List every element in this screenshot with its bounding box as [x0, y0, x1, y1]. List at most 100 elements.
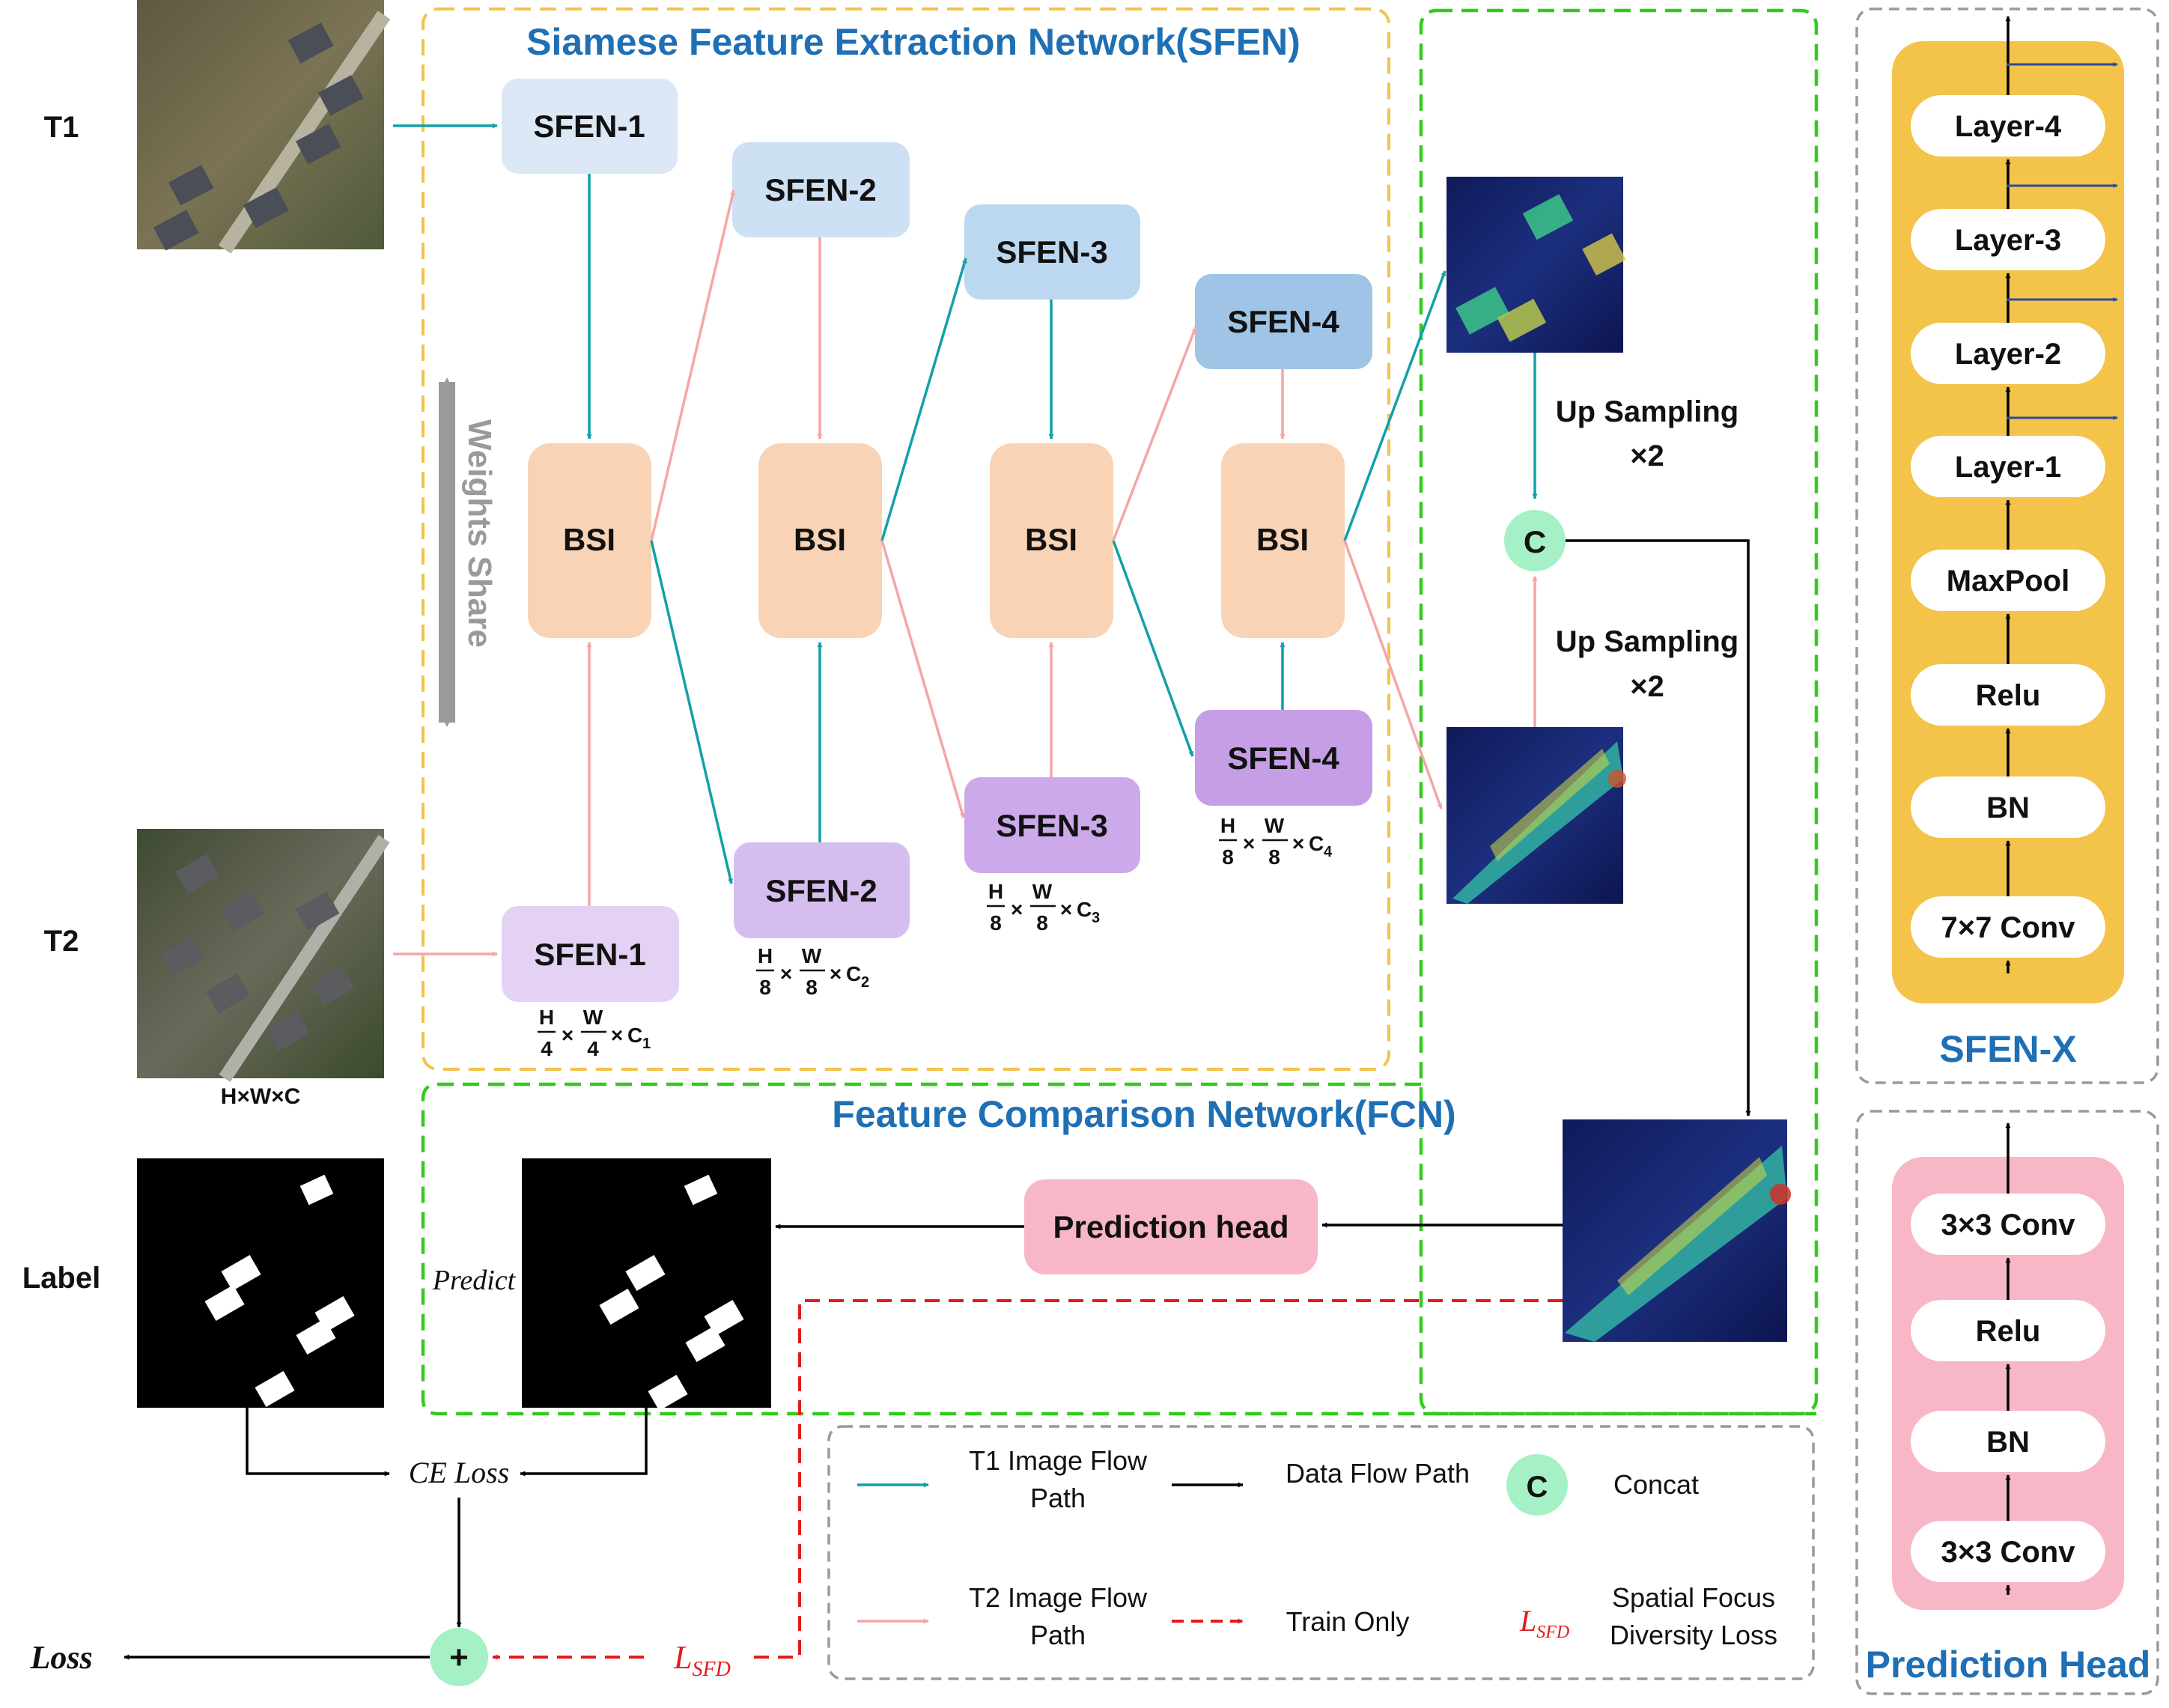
sfen-x-arrows	[2005, 16, 2118, 973]
sfen-top-1: SFEN-1	[502, 79, 678, 174]
legend-sfd-text-2: Diversity Loss	[1610, 1620, 1777, 1650]
svg-text:W: W	[1032, 880, 1053, 903]
sfen-top-4: SFEN-4	[1195, 274, 1372, 369]
layer-maxpool: MaxPool	[1911, 550, 2105, 611]
svg-text:+: +	[449, 1639, 469, 1676]
heatmap-t1	[1446, 177, 1626, 353]
prediction-head-box: Prediction head	[1024, 1179, 1318, 1274]
svg-text:C: C	[846, 962, 861, 985]
legend-train-text: Train Only	[1286, 1606, 1410, 1637]
feature-output-arrow	[2007, 416, 2118, 420]
sfen-frame	[422, 7, 1390, 1071]
sfen-bottom-4: SFEN-4	[1195, 710, 1372, 806]
legend-concat-node: C	[1506, 1454, 1568, 1516]
sfen-top-3: SFEN-3	[964, 204, 1140, 300]
legend-frame	[827, 1425, 1815, 1680]
dim-label-3: H 8 × W 8 × C 3	[987, 880, 1100, 934]
svg-text:×: ×	[830, 962, 842, 985]
svg-text:BN: BN	[1986, 791, 2030, 824]
sfen-x-title: SFEN-X	[1939, 1028, 2076, 1070]
plus-node: +	[430, 1628, 488, 1686]
bsi-3: BSI	[990, 443, 1113, 638]
bsi-4: BSI	[1221, 443, 1345, 638]
sfen-bottom-1: SFEN-1	[502, 906, 679, 1002]
svg-text:×: ×	[1243, 832, 1255, 855]
train-only-path	[749, 1299, 1563, 1659]
feature-output-arrow	[2007, 183, 2118, 188]
sfen-bottom-3: SFEN-3	[964, 777, 1140, 873]
layer-bn: BN	[1911, 1411, 2105, 1472]
dim-label-2: H 8 × W 8 × C 2	[756, 944, 869, 999]
concat-to-fused-arrow	[1566, 539, 1751, 1116]
sfen-title: Siamese Feature Extraction Network(SFEN)	[526, 21, 1301, 63]
input-dim-label: H×W×C	[221, 1084, 301, 1109]
predict-mask-image	[522, 1158, 771, 1411]
svg-text:H: H	[539, 1006, 554, 1029]
t1-flow-arrows	[393, 123, 1446, 884]
svg-text:4: 4	[587, 1037, 599, 1060]
svg-text:H: H	[988, 880, 1003, 903]
pred-head-layers: 3×3 Conv Relu BN 3×3 Conv	[1911, 1194, 2105, 1582]
svg-text:BSI: BSI	[794, 522, 846, 557]
svg-text:8: 8	[1036, 911, 1048, 934]
dim-label-1: H 4 × W 4 × C 1	[538, 1006, 651, 1060]
heatmap-t2	[1446, 727, 1626, 904]
fcn-frame-bottom	[421, 1082, 1816, 1416]
ce-loss-label: CE Loss	[409, 1456, 510, 1489]
loss-label: Loss	[29, 1639, 92, 1676]
svg-text:C: C	[627, 1024, 642, 1047]
svg-text:W: W	[583, 1006, 603, 1029]
legend-concat-text: Concat	[1613, 1469, 1699, 1500]
dim-label-4: H 8 × W 8 × C 4	[1219, 814, 1333, 869]
feature-output-arrow	[2007, 62, 2118, 67]
svg-text:Layer-3: Layer-3	[1955, 224, 2061, 257]
svg-text:SFEN-1: SFEN-1	[534, 937, 645, 972]
bsi-2: BSI	[758, 443, 882, 638]
svg-text:4: 4	[1324, 844, 1333, 860]
svg-text:H: H	[1220, 814, 1235, 837]
sfen-x-frame	[1855, 7, 2159, 1084]
layer-relu: Relu	[1911, 1300, 2105, 1361]
svg-text:SFEN-2: SFEN-2	[764, 172, 876, 207]
svg-text:SFEN-1: SFEN-1	[533, 109, 645, 144]
svg-text:Relu: Relu	[1976, 1315, 2041, 1348]
legend-lsfd-label: LSFD	[1519, 1604, 1569, 1642]
svg-text:×: ×	[1060, 898, 1072, 921]
legend-sfd-text-1: Spatial Focus	[1612, 1582, 1775, 1613]
svg-text:Layer-2: Layer-2	[1955, 338, 2061, 371]
label-mask-image	[137, 1158, 384, 1408]
svg-text:8: 8	[990, 911, 1002, 934]
svg-text:8: 8	[1222, 845, 1234, 869]
svg-text:4: 4	[541, 1037, 553, 1060]
feature-output-arrow	[2007, 297, 2118, 302]
bsi-1: BSI	[528, 443, 651, 638]
lsfd-label: LSFD	[673, 1639, 731, 1681]
legend-t1-text-1: T1 Image Flow	[969, 1445, 1148, 1476]
layer-3-3-conv: 3×3 Conv	[1911, 1194, 2105, 1255]
sfen-bottom-2: SFEN-2	[734, 842, 910, 938]
pred-head-frame	[1855, 1110, 2159, 1695]
svg-text:H: H	[758, 944, 773, 967]
sfen-top-2: SFEN-2	[732, 142, 910, 237]
sfen-x-layers: Layer-4 Layer-3 Layer-2 Layer-1 MaxPool Relu B…	[1911, 95, 2105, 958]
svg-text:BSI: BSI	[1256, 522, 1309, 557]
legend-t1-text-2: Path	[1030, 1483, 1086, 1513]
svg-text:×: ×	[562, 1024, 574, 1047]
svg-text:3×3 Conv: 3×3 Conv	[1941, 1536, 2076, 1569]
label-to-ce-arrow	[246, 1408, 390, 1477]
layer-7-7-conv: 7×7 Conv	[1911, 896, 2105, 958]
svg-text:Relu: Relu	[1976, 679, 2041, 712]
weights-share-label: Weights Share	[461, 419, 498, 648]
svg-text:8: 8	[1268, 845, 1280, 869]
svg-text:Prediction head: Prediction head	[1053, 1209, 1289, 1244]
predict-label: Predict	[432, 1265, 517, 1296]
svg-text:7×7 Conv: 7×7 Conv	[1941, 911, 2076, 944]
svg-text:Layer-1: Layer-1	[1955, 451, 2061, 484]
upsample-factor-1: ×2	[1630, 440, 1664, 472]
layer-3-3-conv: 3×3 Conv	[1911, 1521, 2105, 1582]
upsample-label-1: Up Sampling	[1556, 395, 1738, 428]
svg-text:W: W	[1265, 814, 1285, 837]
svg-text:8: 8	[806, 976, 818, 999]
svg-text:C: C	[1077, 898, 1092, 921]
